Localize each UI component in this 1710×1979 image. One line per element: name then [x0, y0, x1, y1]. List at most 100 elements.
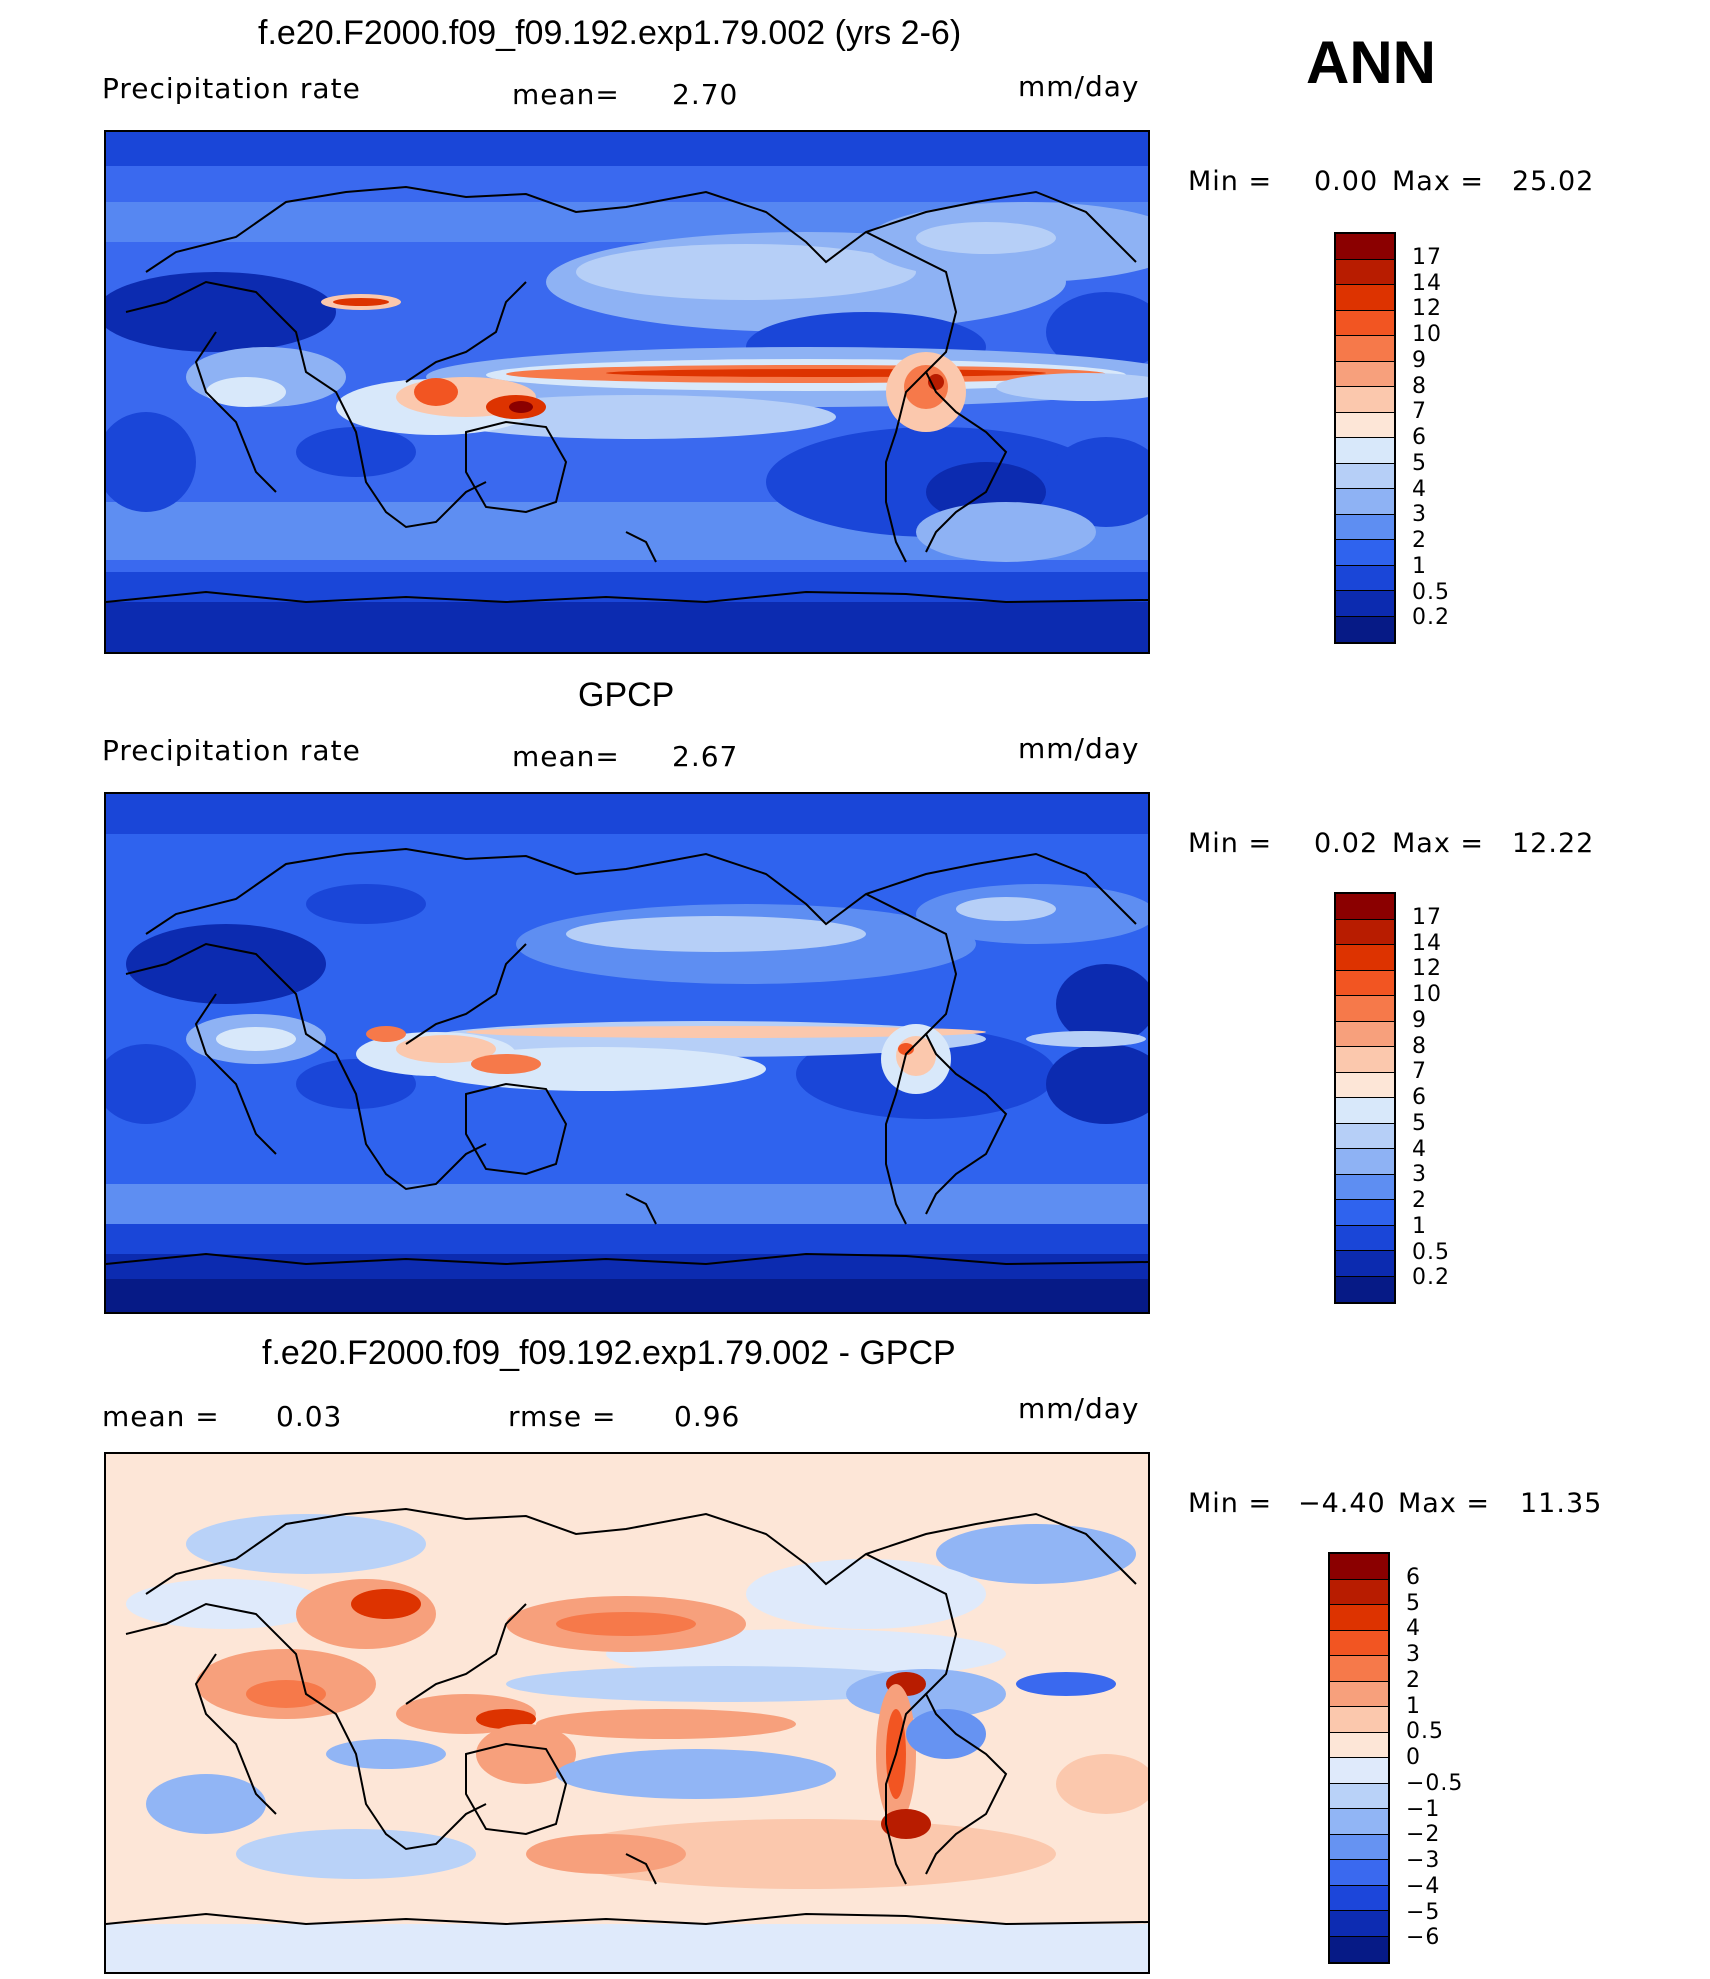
colorbar-tick-label: 5	[1406, 1590, 1421, 1616]
colorbar-tick-label: 8	[1412, 373, 1427, 399]
panel-model-title: f.e20.F2000.f09_f09.192.exp1.79.002 (yrs…	[258, 14, 962, 52]
panel-diff-map	[104, 1452, 1150, 1974]
colorbar-tick-label: −2	[1406, 1822, 1441, 1848]
colorbar-swatch	[1336, 616, 1394, 642]
colorbar-tick-label: 6	[1412, 425, 1427, 450]
colorbar-swatch	[1336, 1149, 1394, 1175]
panel-model-max-label: Max =	[1392, 166, 1485, 197]
colorbar-tick-label: 1	[1412, 1213, 1427, 1239]
colorbar-tick-label: 17	[1412, 244, 1442, 270]
colorbar-swatch	[1336, 1200, 1394, 1226]
colorbar-tick-label: −1	[1406, 1796, 1441, 1822]
colorbar-tick-label: 10	[1412, 322, 1442, 347]
panel-obs-max-label: Max =	[1392, 828, 1485, 859]
colorbar-swatch	[1330, 1911, 1388, 1937]
colorbar-tick-label: 3	[1406, 1642, 1421, 1667]
colorbar-swatch	[1336, 591, 1394, 617]
colorbar-tick-label: 4	[1406, 1616, 1421, 1642]
colorbar-tick-label: 2	[1412, 528, 1427, 553]
colorbar-swatch	[1336, 996, 1394, 1022]
panel-obs-min-label: Min =	[1188, 828, 1273, 859]
panel-obs-map	[104, 792, 1150, 1314]
colorbar-tick-label: −4	[1406, 1873, 1441, 1899]
colorbar-swatch	[1336, 234, 1394, 260]
colorbar-tick-label: 4	[1412, 1136, 1427, 1162]
panel-obs-mean-label: mean=	[512, 740, 620, 773]
colorbar-tick-label: 6	[1406, 1564, 1421, 1590]
colorbar-swatch	[1336, 361, 1394, 387]
colorbar-tick-label: −6	[1406, 1925, 1441, 1951]
panel-model-map	[104, 130, 1150, 654]
panel-diff-max-label: Max =	[1398, 1488, 1491, 1519]
colorbar-swatch	[1330, 1936, 1388, 1962]
panel-model-colorbar	[1334, 232, 1396, 644]
colorbar-swatch	[1336, 1047, 1394, 1073]
colorbar-swatch	[1330, 1605, 1388, 1631]
colorbar-tick-label: 17	[1412, 904, 1442, 930]
colorbar-tick-label: 3	[1412, 502, 1427, 528]
panel-obs-max-value: 12.22	[1512, 828, 1595, 859]
colorbar-tick-label: 1	[1412, 553, 1427, 579]
colorbar-tick-label: 14	[1412, 930, 1442, 956]
colorbar-swatch	[1330, 1885, 1388, 1911]
panel-model-mean-value: 2.70	[672, 78, 739, 111]
panel-diff-units: mm/day	[1018, 1392, 1140, 1425]
panel-diff-max-value: 11.35	[1520, 1488, 1603, 1519]
colorbar-tick-label: 5	[1412, 1110, 1427, 1136]
colorbar-swatch	[1336, 438, 1394, 464]
colorbar-swatch	[1336, 463, 1394, 489]
colorbar-swatch	[1336, 387, 1394, 413]
panel-obs-colorbar	[1334, 892, 1396, 1304]
panel-diff-map-svg	[106, 1454, 1148, 1972]
colorbar-swatch	[1330, 1681, 1388, 1707]
colorbar-swatch	[1336, 514, 1394, 540]
colorbar-tick-label: 8	[1412, 1033, 1427, 1059]
colorbar-swatch	[1336, 1098, 1394, 1124]
colorbar-swatch	[1336, 565, 1394, 591]
panel-obs-map-svg	[106, 794, 1148, 1312]
colorbar-swatch	[1330, 1732, 1388, 1758]
colorbar-swatch	[1330, 1579, 1388, 1605]
panel-model-min-value: 0.00	[1314, 166, 1379, 197]
colorbar-swatch	[1330, 1554, 1388, 1580]
colorbar-tick-label: 1	[1406, 1693, 1421, 1719]
colorbar-swatch	[1336, 489, 1394, 515]
colorbar-tick-label: 3	[1412, 1162, 1427, 1188]
panel-model-units: mm/day	[1018, 70, 1140, 103]
colorbar-tick-label: 6	[1412, 1085, 1427, 1110]
colorbar-swatch	[1336, 259, 1394, 285]
colorbar-tick-label: 4	[1412, 476, 1427, 502]
colorbar-swatch	[1336, 1251, 1394, 1277]
panel-model-min-label: Min =	[1188, 166, 1273, 197]
colorbar-swatch	[1336, 285, 1394, 311]
colorbar-swatch	[1336, 310, 1394, 336]
colorbar-tick-label: 2	[1406, 1667, 1421, 1693]
panel-obs-units: mm/day	[1018, 732, 1140, 765]
colorbar-tick-label: 0.2	[1412, 605, 1450, 631]
panel-model-max-value: 25.02	[1512, 166, 1595, 197]
panel-diff-colorbar	[1328, 1552, 1390, 1964]
colorbar-tick-label: 2	[1412, 1188, 1427, 1213]
colorbar-tick-label: 14	[1412, 270, 1442, 296]
panel-model-mean-label: mean=	[512, 78, 620, 111]
colorbar-swatch	[1330, 1834, 1388, 1860]
panel-diff-title: f.e20.F2000.f09_f09.192.exp1.79.002 - GP…	[262, 1334, 956, 1372]
colorbar-tick-label: −3	[1406, 1848, 1441, 1873]
panel-diff-mean-value: 0.03	[276, 1400, 343, 1433]
colorbar-tick-label: −0.5	[1406, 1770, 1464, 1796]
panel-diff-rmse-label: rmse =	[508, 1400, 617, 1433]
colorbar-swatch	[1336, 1174, 1394, 1200]
colorbar-swatch	[1336, 1021, 1394, 1047]
colorbar-swatch	[1336, 1072, 1394, 1098]
colorbar-swatch	[1330, 1707, 1388, 1733]
colorbar-tick-label: 0.5	[1412, 579, 1450, 605]
panel-diff-min-value: −4.40	[1298, 1488, 1386, 1519]
colorbar-tick-label: 0	[1406, 1745, 1421, 1770]
panel-obs-variable: Precipitation rate	[102, 734, 361, 767]
colorbar-swatch	[1330, 1758, 1388, 1784]
colorbar-swatch	[1330, 1860, 1388, 1886]
panel-diff-min-label: Min =	[1188, 1488, 1273, 1519]
panel-obs-min-value: 0.02	[1314, 828, 1379, 859]
colorbar-swatch	[1336, 970, 1394, 996]
colorbar-swatch	[1336, 1123, 1394, 1149]
